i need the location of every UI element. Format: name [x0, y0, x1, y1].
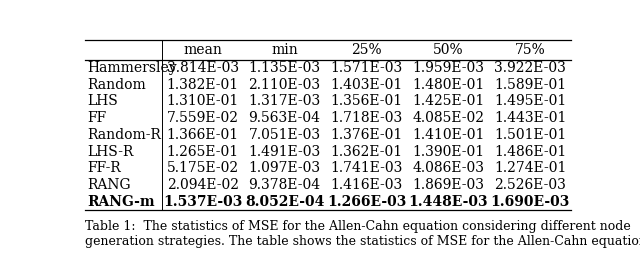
Text: 7.051E-03: 7.051E-03	[248, 128, 321, 142]
Text: 1.718E-03: 1.718E-03	[330, 111, 403, 125]
Text: 1.265E-01: 1.265E-01	[166, 145, 239, 158]
Text: 1.416E-03: 1.416E-03	[330, 178, 403, 192]
Text: Hammersley: Hammersley	[88, 61, 177, 75]
Text: RANG: RANG	[88, 178, 131, 192]
Text: LHS-R: LHS-R	[88, 145, 134, 158]
Text: 4.085E-02: 4.085E-02	[412, 111, 484, 125]
Text: FF-R: FF-R	[88, 161, 121, 175]
Text: 1.690E-03: 1.690E-03	[490, 195, 570, 209]
Text: 9.563E-04: 9.563E-04	[248, 111, 321, 125]
Text: 1.869E-03: 1.869E-03	[412, 178, 484, 192]
Text: 1.376E-01: 1.376E-01	[330, 128, 403, 142]
Text: 1.571E-03: 1.571E-03	[330, 61, 403, 75]
Text: 1.362E-01: 1.362E-01	[330, 145, 403, 158]
Text: 4.086E-03: 4.086E-03	[412, 161, 484, 175]
Text: 1.495E-01: 1.495E-01	[494, 94, 566, 108]
Text: 1.480E-01: 1.480E-01	[412, 78, 484, 92]
Text: FF: FF	[88, 111, 107, 125]
Text: 1.448E-03: 1.448E-03	[408, 195, 488, 209]
Text: 3.814E-03: 3.814E-03	[166, 61, 239, 75]
Text: 1.135E-03: 1.135E-03	[248, 61, 321, 75]
Text: 1.310E-01: 1.310E-01	[166, 94, 239, 108]
Text: 1.741E-03: 1.741E-03	[330, 161, 403, 175]
Text: 1.274E-01: 1.274E-01	[494, 161, 566, 175]
Text: 1.486E-01: 1.486E-01	[494, 145, 566, 158]
Text: Random-R: Random-R	[88, 128, 161, 142]
Text: 1.390E-01: 1.390E-01	[412, 145, 484, 158]
Text: 2.110E-03: 2.110E-03	[248, 78, 321, 92]
Text: 1.537E-03: 1.537E-03	[163, 195, 243, 209]
Text: 75%: 75%	[515, 43, 545, 57]
Text: Table 1:  The statistics of MSE for the Allen-Cahn equation considering differen: Table 1: The statistics of MSE for the A…	[85, 220, 640, 248]
Text: 1.410E-01: 1.410E-01	[412, 128, 484, 142]
Text: 1.959E-03: 1.959E-03	[412, 61, 484, 75]
Text: 25%: 25%	[351, 43, 381, 57]
Text: 1.403E-01: 1.403E-01	[330, 78, 403, 92]
Text: 50%: 50%	[433, 43, 463, 57]
Text: 1.317E-03: 1.317E-03	[248, 94, 321, 108]
Text: 5.175E-02: 5.175E-02	[166, 161, 239, 175]
Text: 8.052E-04: 8.052E-04	[245, 195, 324, 209]
Text: 1.356E-01: 1.356E-01	[330, 94, 403, 108]
Text: 1.491E-03: 1.491E-03	[248, 145, 321, 158]
Text: mean: mean	[183, 43, 222, 57]
Text: 9.378E-04: 9.378E-04	[248, 178, 321, 192]
Text: 2.526E-03: 2.526E-03	[494, 178, 566, 192]
Text: Random: Random	[88, 78, 146, 92]
Text: 1.366E-01: 1.366E-01	[166, 128, 239, 142]
Text: 1.443E-01: 1.443E-01	[494, 111, 566, 125]
Text: LHS: LHS	[88, 94, 118, 108]
Text: 1.266E-03: 1.266E-03	[327, 195, 406, 209]
Text: 3.922E-03: 3.922E-03	[494, 61, 566, 75]
Text: RANG-m: RANG-m	[88, 195, 155, 209]
Text: 1.097E-03: 1.097E-03	[248, 161, 321, 175]
Text: 1.589E-01: 1.589E-01	[494, 78, 566, 92]
Text: 2.094E-02: 2.094E-02	[167, 178, 239, 192]
Text: 1.382E-01: 1.382E-01	[166, 78, 239, 92]
Text: 7.559E-02: 7.559E-02	[167, 111, 239, 125]
Text: min: min	[271, 43, 298, 57]
Text: 1.501E-01: 1.501E-01	[494, 128, 566, 142]
Text: 1.425E-01: 1.425E-01	[412, 94, 484, 108]
